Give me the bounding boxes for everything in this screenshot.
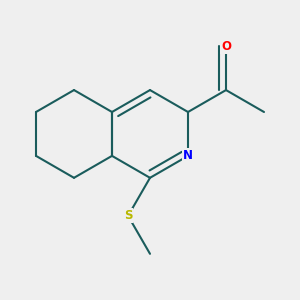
Text: S: S: [124, 209, 132, 222]
Text: N: N: [183, 149, 193, 162]
Text: O: O: [221, 40, 231, 53]
